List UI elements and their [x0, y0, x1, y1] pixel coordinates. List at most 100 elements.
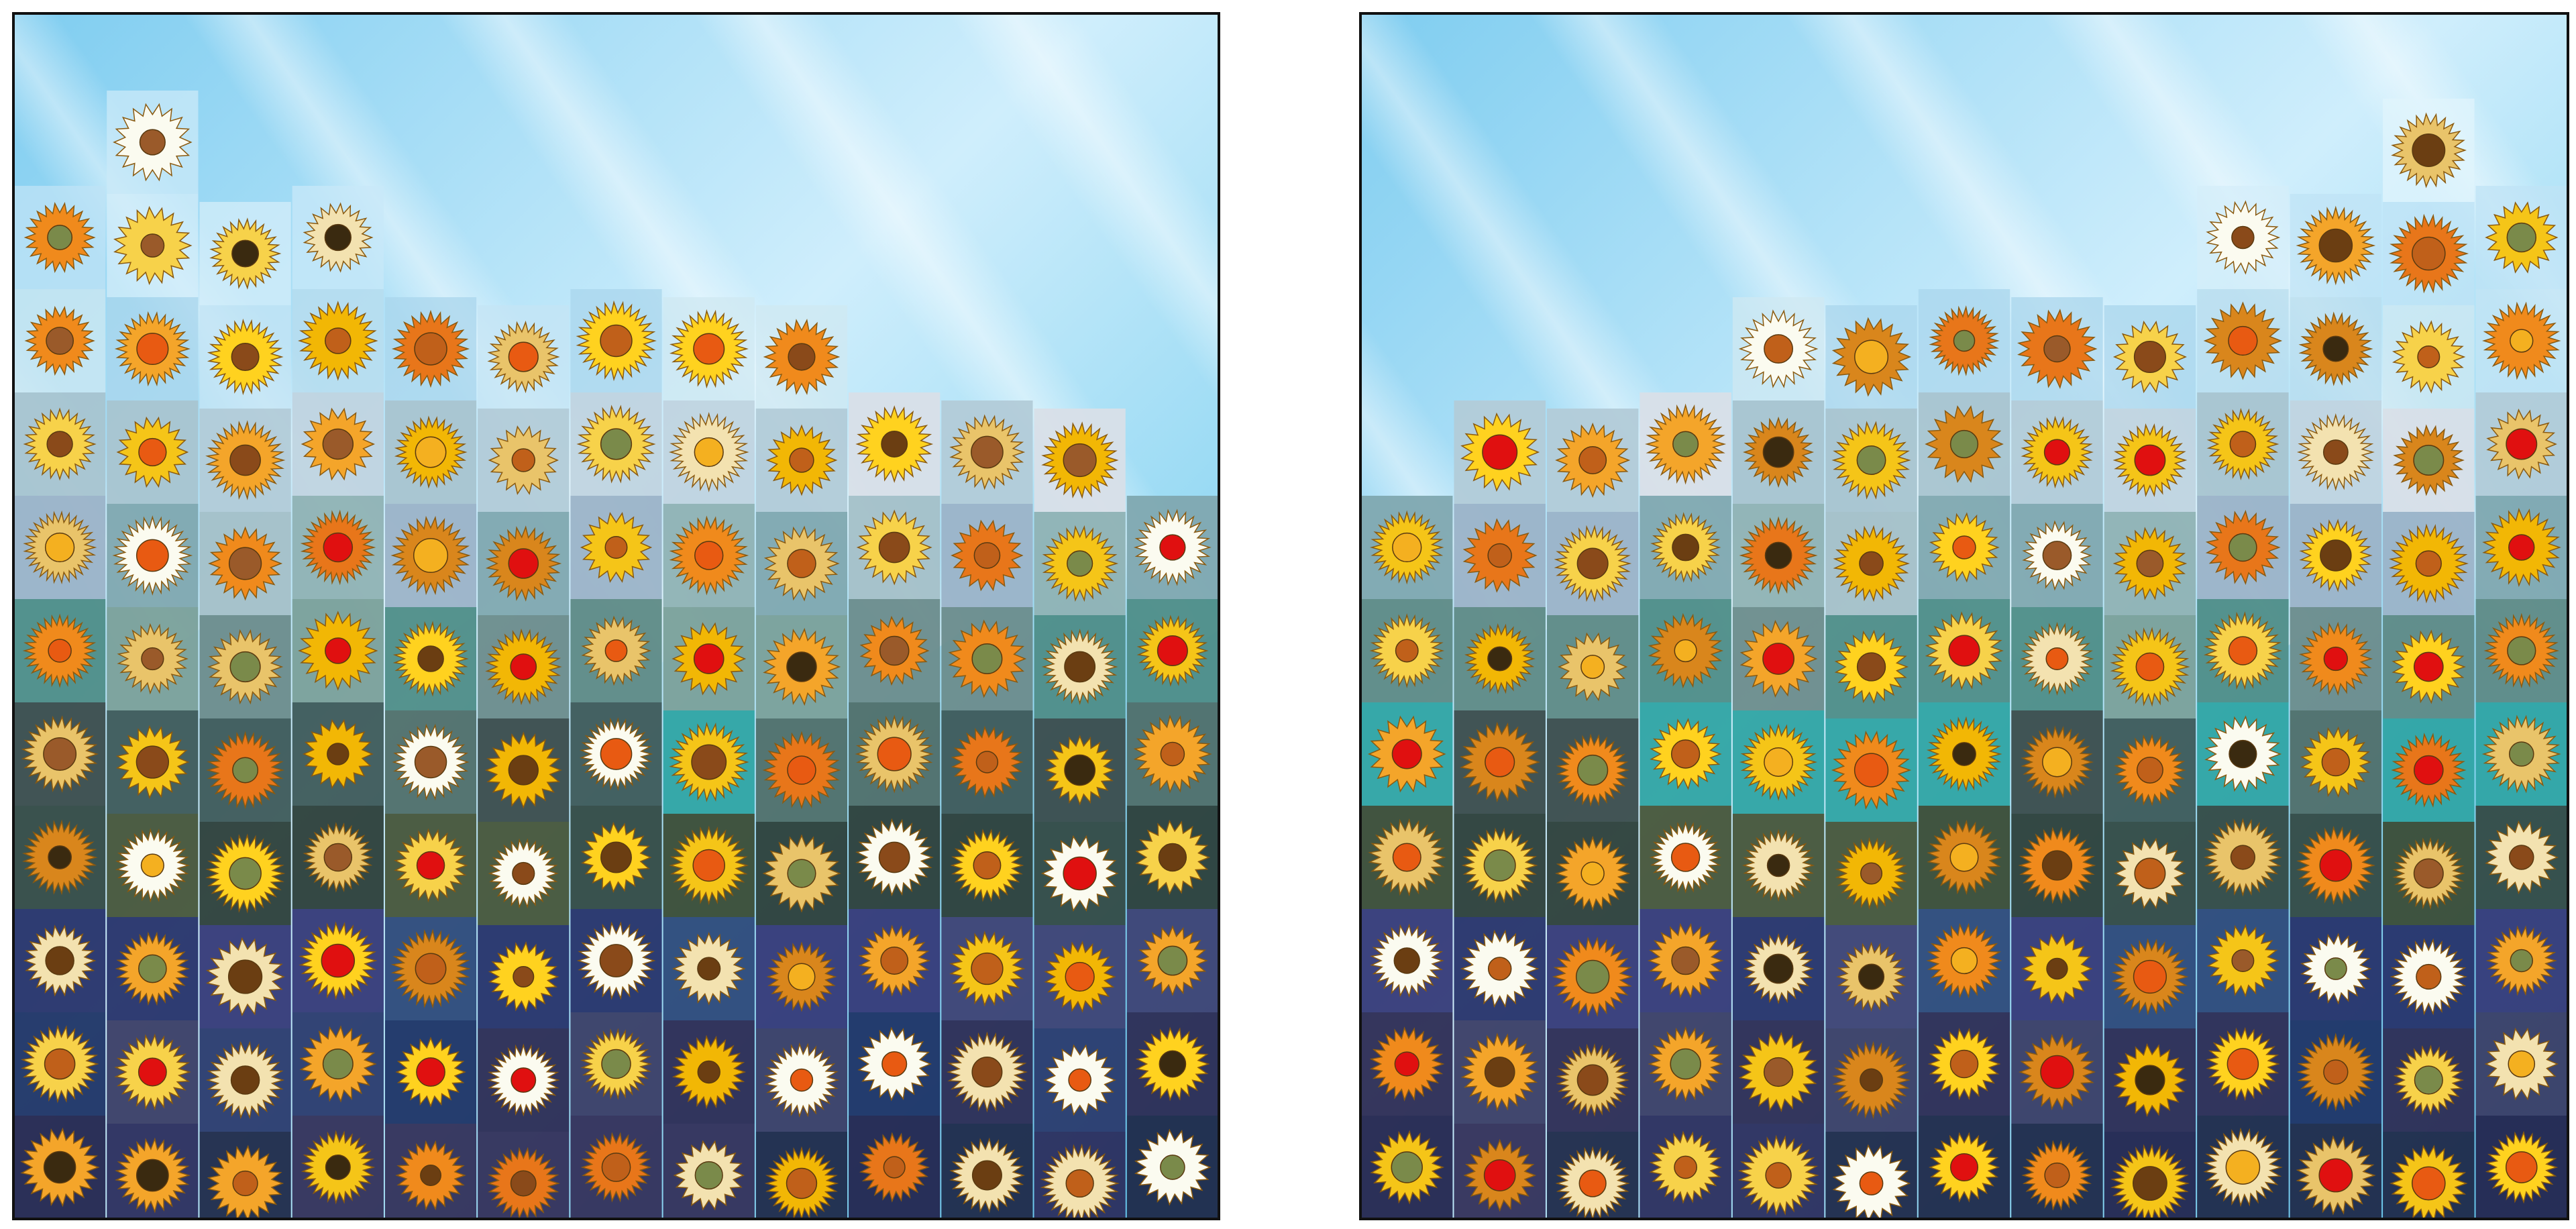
- flower-center: [1483, 1159, 1516, 1191]
- flower-center: [1763, 953, 1794, 984]
- flower-center: [2412, 236, 2446, 271]
- flower-center: [691, 744, 727, 780]
- flower-center: [1763, 1057, 1794, 1087]
- flower-center: [2231, 949, 2255, 973]
- flower-center: [1860, 1068, 1883, 1092]
- flower-center: [600, 841, 632, 873]
- flower-center: [2416, 963, 2442, 990]
- flower-center: [2509, 845, 2534, 870]
- flower-center: [2133, 959, 2167, 994]
- flower-center: [2231, 225, 2255, 250]
- flower-center: [881, 431, 908, 458]
- flower-center: [414, 745, 447, 779]
- flower-center: [2322, 335, 2349, 362]
- flower-center: [786, 1167, 818, 1199]
- flower-center: [2134, 444, 2166, 476]
- flower-center: [416, 851, 445, 880]
- flower-center: [420, 1165, 442, 1186]
- flower-center: [2132, 1166, 2167, 1201]
- flower-center: [1858, 963, 1885, 990]
- flower-center: [138, 437, 167, 467]
- flower-center: [1064, 651, 1096, 683]
- flower-center: [878, 531, 910, 564]
- flower-center: [2136, 549, 2164, 578]
- flower-center: [2414, 755, 2444, 786]
- flower-center: [47, 225, 73, 250]
- flower-center: [45, 946, 74, 975]
- flower-center: [2045, 647, 2069, 670]
- flower-center: [2042, 747, 2072, 778]
- flower-center: [136, 539, 169, 572]
- sky-streak: [1360, 13, 1570, 676]
- flower-center: [321, 943, 356, 978]
- flower-center: [1393, 947, 1420, 974]
- flower-center: [2414, 1065, 2443, 1095]
- flower-center: [878, 841, 910, 873]
- flower-center: [138, 1057, 167, 1087]
- flower-center: [788, 963, 816, 991]
- flower-center: [2411, 1166, 2446, 1201]
- flower-center: [2136, 757, 2163, 784]
- flower-center: [1670, 739, 1701, 769]
- flower-center: [322, 428, 354, 460]
- flower-center: [1487, 646, 1513, 672]
- flower-center: [1063, 443, 1097, 478]
- flower-center: [510, 653, 537, 680]
- flower-center: [1670, 1048, 1701, 1080]
- flower-center: [2319, 849, 2353, 882]
- right-panel: [1360, 13, 2568, 1219]
- flower-center: [2318, 228, 2353, 263]
- flower-center: [601, 1153, 631, 1182]
- flower-center: [231, 342, 260, 372]
- flower-center: [2040, 1055, 2074, 1089]
- flower-center: [2413, 651, 2444, 682]
- flower-center: [694, 437, 724, 468]
- flower-center: [413, 537, 449, 574]
- flower-center: [511, 1067, 537, 1093]
- flower-center: [1859, 551, 1884, 576]
- flower-center: [2134, 857, 2166, 890]
- flower-center: [1766, 853, 1790, 877]
- flower-center: [1674, 639, 1697, 663]
- flower-center: [2415, 550, 2442, 577]
- flower-center: [1671, 946, 1700, 975]
- flower-center: [2508, 534, 2535, 561]
- flower-center: [232, 757, 259, 784]
- flower-center: [975, 751, 999, 773]
- flower-center: [1856, 652, 1886, 682]
- flower-center: [227, 959, 263, 994]
- flower-center: [883, 1156, 906, 1179]
- flower-center: [1765, 1162, 1792, 1189]
- flower-center: [2230, 845, 2256, 870]
- flower-center: [1391, 739, 1422, 769]
- flower-center: [2508, 741, 2534, 767]
- flower-center: [787, 859, 816, 888]
- flower-center: [1160, 1155, 1185, 1180]
- flower-center: [2413, 858, 2444, 889]
- flower-center: [1065, 961, 1095, 992]
- flower-center: [2506, 222, 2537, 253]
- flower-center: [228, 547, 262, 580]
- flower-center: [1577, 754, 1609, 786]
- flower-center: [229, 857, 262, 890]
- flower-center: [508, 548, 539, 579]
- flower-center: [513, 965, 535, 988]
- flower-center: [973, 851, 1002, 879]
- flower-center: [1160, 741, 1185, 767]
- flower-center: [2412, 133, 2446, 167]
- flower-center: [604, 639, 628, 662]
- flower-center: [790, 1068, 814, 1092]
- flower-center: [2507, 636, 2536, 665]
- flower-center: [48, 845, 72, 869]
- flower-center: [510, 1170, 537, 1197]
- flower-center: [1580, 861, 1605, 886]
- flower-center: [1483, 849, 1516, 882]
- flower-center: [1578, 446, 1607, 474]
- flower-center: [1854, 753, 1889, 788]
- flower-center: [2510, 329, 2534, 353]
- flower-center: [2043, 335, 2071, 363]
- flower-center: [229, 651, 261, 683]
- flower-center: [1157, 945, 1188, 976]
